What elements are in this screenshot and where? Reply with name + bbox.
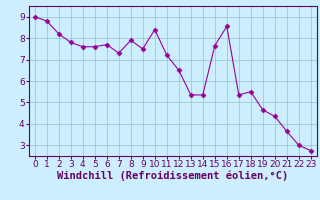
X-axis label: Windchill (Refroidissement éolien,°C): Windchill (Refroidissement éolien,°C) xyxy=(57,171,288,181)
